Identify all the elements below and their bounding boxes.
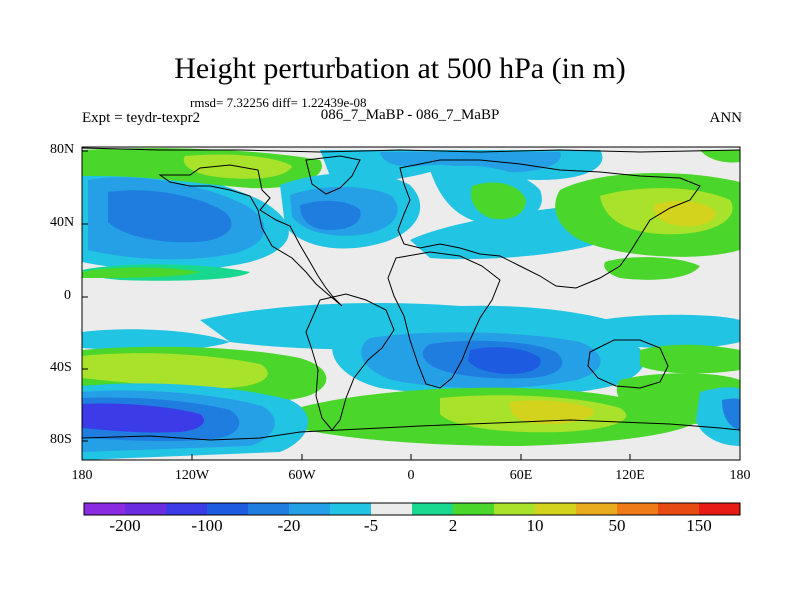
colorbar-label-minus100: -100 [191, 516, 223, 535]
contour-sh-polar-deepblue [82, 403, 204, 433]
axis-ticks [82, 150, 631, 460]
colorbar [83, 502, 741, 516]
contour-sh-indian-darkblue [468, 347, 541, 374]
xtick-180-right: 180 [729, 468, 751, 483]
xtick-60w: 60W [288, 468, 316, 483]
colorbar-swatch-7 [330, 503, 371, 515]
coast-africa [387, 251, 501, 389]
colorbar-label-minus20: -20 [277, 516, 301, 535]
contour-nh-pacific-yellow [653, 201, 716, 227]
coast-north-america [158, 164, 343, 307]
colorbar-label-10: 10 [526, 516, 544, 535]
colorbar-label-2: 2 [448, 516, 458, 535]
colorbar-swatch-2 [125, 503, 166, 515]
contour-field [82, 147, 740, 460]
colorbar-swatch-15 [658, 503, 699, 515]
contour-nh-atlantic-core [300, 200, 361, 230]
ytick-40n: 40N [50, 215, 75, 230]
experiment-label: Expt = teydr-texpr2 [82, 110, 201, 126]
ytick-0: 0 [64, 288, 71, 303]
plot-title: Height perturbation at 500 hPa (in m) [174, 52, 626, 85]
season-label: ANN [709, 110, 743, 126]
colorbar-frame [83, 502, 741, 516]
colorbar-label-minus5: -5 [363, 516, 379, 535]
coast-australia [587, 339, 669, 389]
contour-nh-west-core [108, 190, 232, 243]
colorbar-swatch-16 [699, 503, 740, 515]
contour-sh-right-green [640, 344, 740, 374]
coast-greenland [305, 155, 361, 195]
xtick-180-left: 180 [71, 468, 93, 483]
case-label: 086_7_MaBP - 086_7_MaBP [320, 107, 500, 123]
colorbar-label-150: 150 [686, 516, 712, 535]
xtick-120w: 120W [174, 468, 210, 483]
contour-pacific-tropic-green [604, 257, 700, 280]
colorbar-swatch-12 [535, 503, 576, 515]
colorbar-swatch-1 [84, 503, 125, 515]
colorbar-swatch-5 [248, 503, 289, 515]
colorbar-swatch-10 [453, 503, 494, 515]
xtick-120e: 120E [615, 468, 645, 483]
colorbar-swatch-13 [576, 503, 617, 515]
colorbar-swatch-14 [617, 503, 658, 515]
contour-sh-midlat-yellowgreen [82, 353, 268, 388]
contour-arctic-midblue [380, 152, 561, 173]
coast-arctic [82, 147, 740, 153]
contour-sh-polar-east-core [722, 398, 740, 430]
coast-antarctica [82, 419, 740, 441]
colorbar-swatch-8 [371, 503, 412, 515]
contour-tropic-green [82, 267, 200, 278]
contour-sh-south-yellow [509, 400, 595, 424]
ytick-40s: 40S [50, 360, 72, 375]
colorbar-swatch-6 [289, 503, 330, 515]
xtick-60e: 60E [509, 468, 533, 483]
contour-arctic-right-green [700, 150, 740, 163]
colorbar-swatch-3 [166, 503, 207, 515]
contour-asia-green [470, 182, 526, 220]
colorbar-label-minus200: -200 [109, 516, 141, 535]
rmsd-diff-stats: rmsd= 7.32256 diff= 1.22439e-08 [190, 95, 367, 110]
contour-sh-pacific-blue [596, 314, 740, 349]
xtick-0: 0 [407, 468, 415, 483]
contour-sh-tropic-blue-2 [82, 329, 230, 351]
ytick-80s: 80S [50, 432, 72, 447]
colorbar-swatch-9 [412, 503, 453, 515]
colorbar-swatch-11 [494, 503, 535, 515]
coastlines [82, 147, 740, 441]
colorbar-label-50: 50 [608, 516, 626, 535]
ytick-80n: 80N [50, 142, 75, 157]
coast-eurasia [397, 159, 701, 289]
coast-south-america [305, 293, 395, 431]
colorbar-swatch-4 [207, 503, 248, 515]
